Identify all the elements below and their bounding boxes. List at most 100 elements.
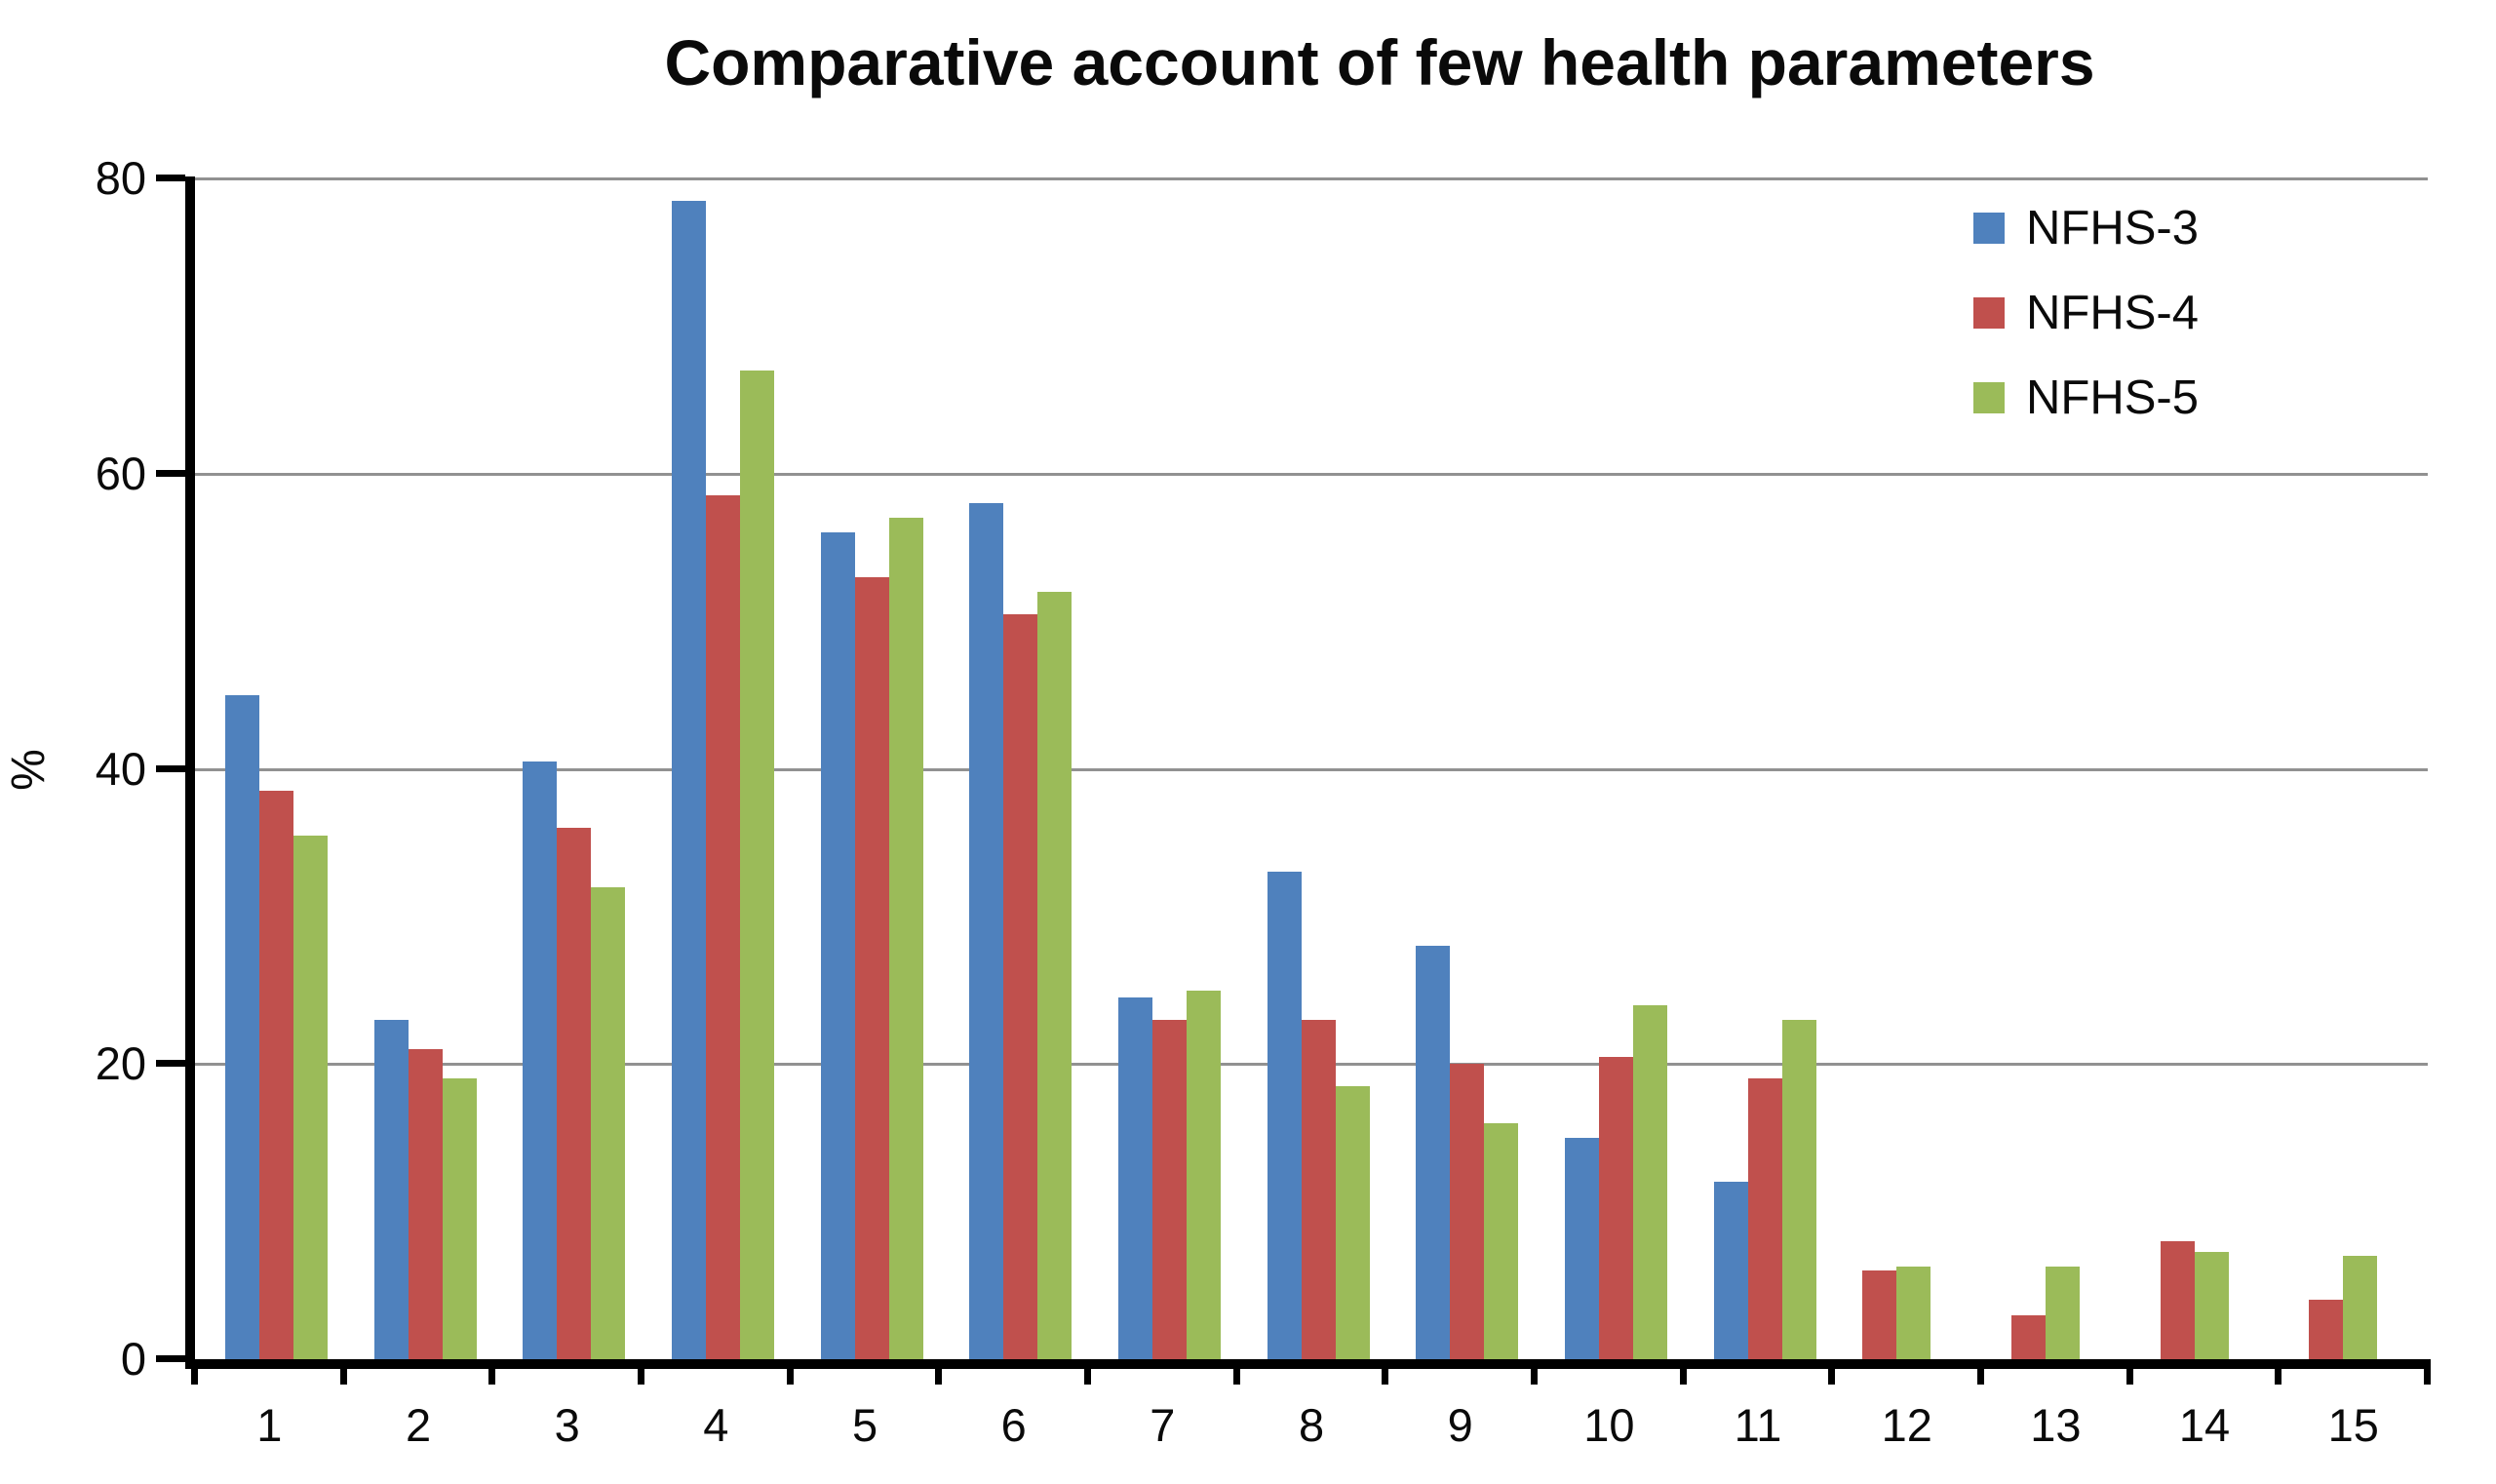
legend-item-label: NFHS-3 <box>2026 202 2199 254</box>
x-axis-tick <box>191 1359 198 1385</box>
legend-item-label: NFHS-4 <box>2026 287 2199 339</box>
plot-area: 1 2 3 4 5 6 7 8 9 10 11 12 13 14 15 <box>156 175 2431 1448</box>
bar-nfhs-4-cat-7 <box>1152 1019 1188 1359</box>
bar-cluster <box>225 178 328 1359</box>
bar-nfhs-4-cat-8 <box>1301 1019 1336 1359</box>
bar-group-10: 10 <box>1535 178 1684 1448</box>
y-axis-tick <box>156 175 185 181</box>
x-axis-tick <box>2126 1359 2133 1385</box>
bar-groups: 1 2 3 4 5 6 7 8 9 10 11 12 13 14 15 <box>195 178 2428 1448</box>
bar-nfhs-5-cat-2 <box>442 1078 477 1359</box>
bar-nfhs-3-cat-5 <box>820 532 855 1359</box>
legend-item-nfhs-4: NFHS-4 <box>1973 284 2199 342</box>
x-axis-tick <box>1977 1359 1984 1385</box>
bar-nfhs-5-cat-11 <box>1781 1019 1816 1359</box>
bar-group-14: 14 <box>2130 178 2280 1448</box>
legend-swatch-nfhs-4 <box>1973 297 2005 329</box>
bar-nfhs-3-cat-10 <box>1565 1137 1600 1359</box>
bar-group-5: 5 <box>791 178 940 1448</box>
bar-nfhs-3-cat-9 <box>1416 946 1451 1359</box>
x-tick-label: 4 <box>703 1399 729 1451</box>
x-tick-label: 15 <box>2327 1399 2379 1451</box>
x-axis-tick <box>1382 1359 1389 1385</box>
gridline-60 <box>195 472 2428 476</box>
chart-title: Comparative account of few health parame… <box>664 26 2095 98</box>
bar-nfhs-4-cat-1 <box>259 791 293 1359</box>
bar-nfhs-3-cat-11 <box>1713 1182 1748 1359</box>
bar-nfhs-5-cat-13 <box>2046 1266 2081 1359</box>
bar-group-3: 3 <box>492 178 642 1448</box>
y-tick-label: 40 <box>95 742 146 795</box>
y-axis-tick-labels: 0 20 40 60 80 <box>0 155 146 1382</box>
bar-cluster <box>672 178 775 1359</box>
y-tick-label: 0 <box>120 1333 146 1385</box>
bar-cluster <box>1118 178 1222 1359</box>
gridline-80 <box>195 177 2428 180</box>
bar-cluster <box>2160 178 2229 1359</box>
bar-nfhs-4-cat-14 <box>2160 1240 2195 1359</box>
bar-nfhs-5-cat-1 <box>293 835 328 1359</box>
bar-nfhs-5-cat-14 <box>2194 1251 2229 1359</box>
bar-group-7: 7 <box>1088 178 1237 1448</box>
x-axis-tick <box>1828 1359 1836 1385</box>
bar-nfhs-5-cat-10 <box>1633 1004 1668 1359</box>
bar-nfhs-4-cat-11 <box>1747 1078 1782 1359</box>
bar-nfhs-5-cat-12 <box>1896 1266 1931 1359</box>
y-axis-tick <box>156 469 185 477</box>
legend-swatch-nfhs-3 <box>1973 213 2005 244</box>
bar-nfhs-5-cat-5 <box>888 518 923 1359</box>
x-axis-tick <box>339 1359 347 1385</box>
bar-nfhs-3-cat-8 <box>1267 872 1302 1359</box>
x-axis-line <box>185 1359 2428 1369</box>
bar-cluster <box>1416 178 1519 1359</box>
bar-cluster <box>1565 178 1668 1359</box>
bar-cluster <box>2309 178 2378 1359</box>
bar-group-11: 11 <box>1684 178 1833 1448</box>
bar-nfhs-5-cat-9 <box>1484 1122 1519 1359</box>
bar-nfhs-4-cat-2 <box>408 1049 443 1359</box>
bar-group-1: 1 <box>195 178 344 1448</box>
bar-nfhs-5-cat-15 <box>2343 1256 2378 1359</box>
x-axis-tick <box>1531 1359 1538 1385</box>
bar-cluster <box>1713 178 1816 1359</box>
bar-nfhs-4-cat-3 <box>557 828 592 1359</box>
bar-group-13: 13 <box>1981 178 2130 1448</box>
bar-cluster <box>1862 178 1931 1359</box>
bar-group-12: 12 <box>1832 178 1981 1448</box>
legend-item-label: NFHS-5 <box>2026 371 2199 424</box>
bar-group-9: 9 <box>1385 178 1535 1448</box>
bar-cluster <box>820 178 923 1359</box>
y-tick-label: 80 <box>95 152 146 204</box>
bar-nfhs-5-cat-6 <box>1037 591 1072 1359</box>
x-tick-label: 3 <box>554 1399 580 1451</box>
gridline-40 <box>195 767 2428 771</box>
y-axis-line <box>185 176 195 1369</box>
bar-nfhs-3-cat-4 <box>672 200 707 1359</box>
x-axis-tick <box>2275 1359 2282 1385</box>
x-tick-label: 13 <box>2030 1399 2082 1451</box>
bar-nfhs-4-cat-6 <box>1003 613 1038 1359</box>
legend-item-nfhs-5: NFHS-5 <box>1973 369 2199 427</box>
bar-nfhs-5-cat-7 <box>1187 990 1222 1359</box>
bar-group-2: 2 <box>344 178 493 1448</box>
y-axis-tick <box>156 764 185 772</box>
bar-cluster <box>373 178 477 1359</box>
x-tick-label: 5 <box>851 1399 878 1451</box>
x-tick-label: 11 <box>1734 1399 1782 1451</box>
bar-cluster <box>1267 178 1370 1359</box>
bar-nfhs-4-cat-5 <box>854 576 889 1359</box>
bar-nfhs-3-cat-2 <box>373 1019 409 1359</box>
x-axis-tick <box>935 1359 943 1385</box>
x-tick-label: 2 <box>405 1399 432 1451</box>
x-axis-tick <box>1679 1359 1687 1385</box>
bar-group-6: 6 <box>939 178 1088 1448</box>
bar-group-8: 8 <box>1237 178 1386 1448</box>
bar-nfhs-5-cat-8 <box>1335 1085 1370 1359</box>
bar-nfhs-4-cat-12 <box>1862 1270 1897 1359</box>
bar-nfhs-4-cat-13 <box>2011 1314 2047 1359</box>
x-tick-label: 12 <box>1881 1399 1932 1451</box>
y-axis-tick <box>156 1355 185 1362</box>
bar-nfhs-3-cat-3 <box>523 761 558 1359</box>
x-tick-label: 6 <box>1000 1399 1027 1451</box>
x-axis-tick <box>638 1359 644 1385</box>
